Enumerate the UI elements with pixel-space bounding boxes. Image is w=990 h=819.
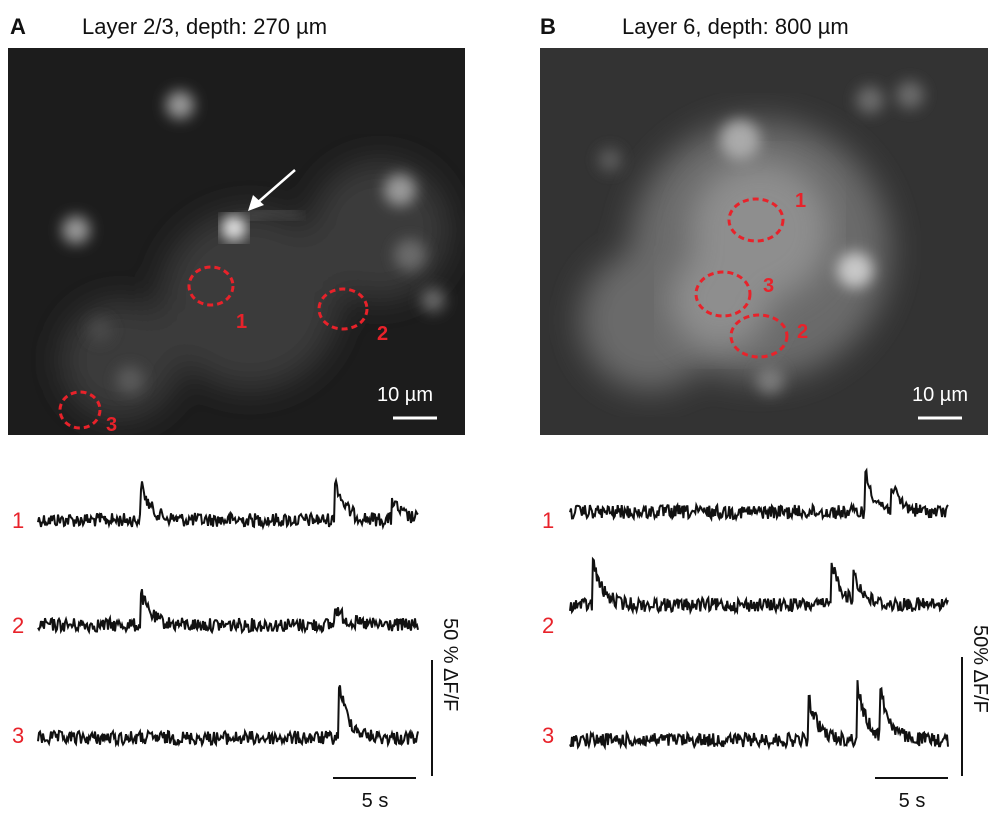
roi-label: 2 <box>377 323 388 345</box>
roi-outlines <box>58 197 789 430</box>
panel-letter: A <box>10 14 26 39</box>
trace-label: 2 <box>542 613 554 638</box>
scale-bar-label: 10 µm <box>377 384 433 406</box>
roi-label: 1 <box>236 311 247 333</box>
trace <box>569 467 949 523</box>
trace <box>37 685 419 748</box>
micrograph <box>8 48 465 435</box>
trace-label: 1 <box>12 508 24 533</box>
trace <box>37 476 419 531</box>
roi-label: 3 <box>106 414 117 436</box>
trace-label: 3 <box>12 723 24 748</box>
trace <box>569 680 949 751</box>
time-scale: 5 s <box>899 790 926 812</box>
trace <box>37 588 419 635</box>
micrograph <box>540 48 988 435</box>
time-scale: 5 s <box>362 790 389 812</box>
traces <box>37 467 949 751</box>
trace-label: 1 <box>542 508 554 533</box>
roi-label: 1 <box>795 190 806 212</box>
trace <box>569 556 949 616</box>
roi-label: 3 <box>763 275 774 297</box>
scale-bar-label: 10 µm <box>912 384 968 406</box>
roi-label: 2 <box>797 321 808 343</box>
panel-letter: B <box>540 14 556 39</box>
amplitude-scale: 50% ΔF/F <box>969 625 990 713</box>
panel-title: Layer 6, depth: 800 µm <box>622 14 849 39</box>
panel-title: Layer 2/3, depth: 270 µm <box>82 14 327 39</box>
amplitude-scale: 50 % ΔF/F <box>439 618 461 711</box>
trace-label: 2 <box>12 613 24 638</box>
trace-label: 3 <box>542 723 554 748</box>
